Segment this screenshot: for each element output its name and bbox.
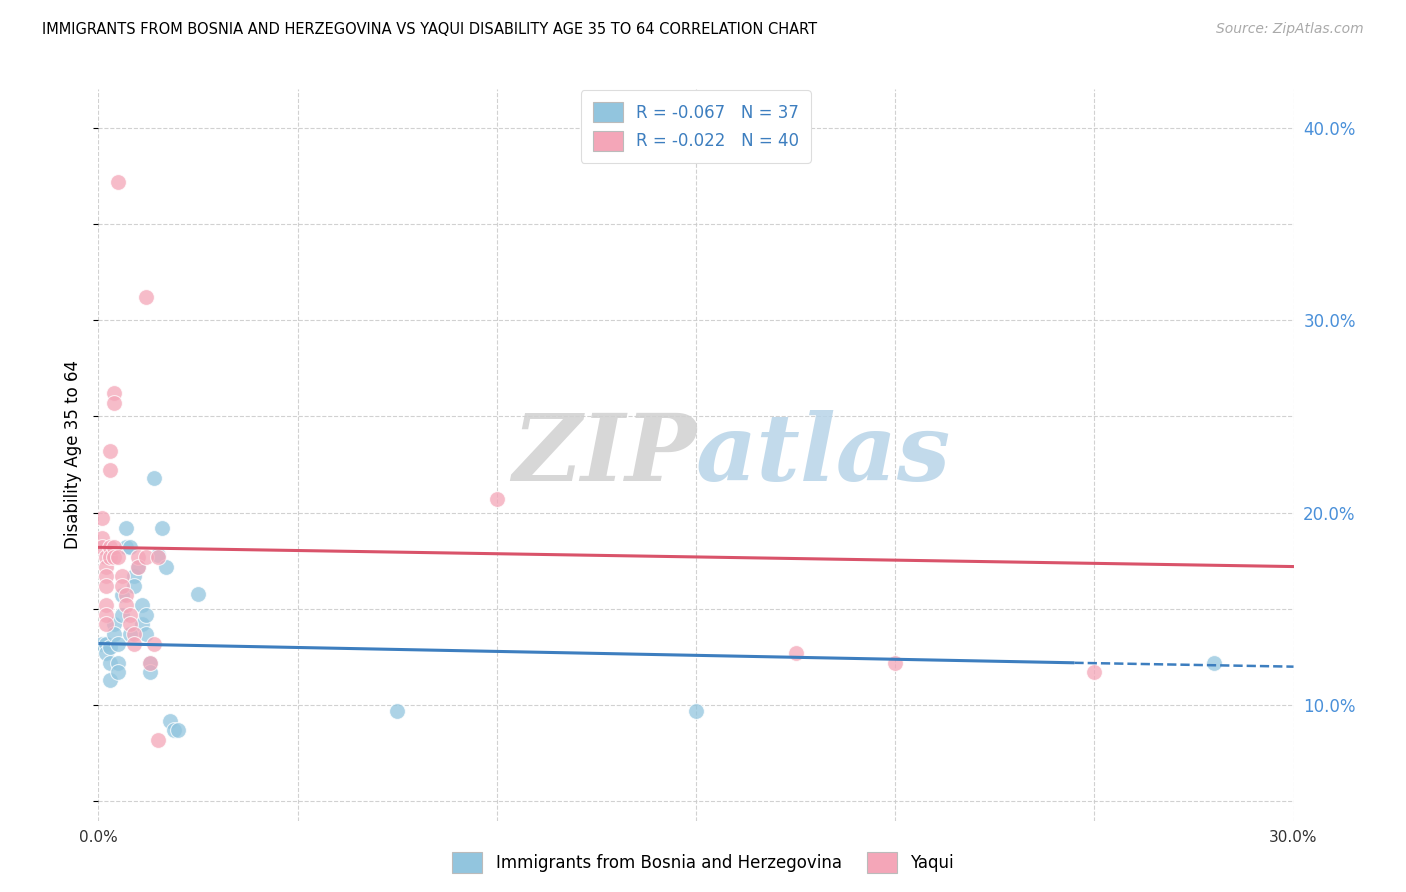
Text: ZIP: ZIP [512,410,696,500]
Point [91,541,114,555]
Text: Source: ZipAtlas.com: Source: ZipAtlas.com [1216,22,1364,37]
Point [96,646,118,660]
Point [124,569,146,583]
Point [884,656,907,670]
Point [100,444,122,458]
Point [96,607,118,622]
Point [1083,665,1105,680]
Legend: Immigrants from Bosnia and Herzegovina, Yaqui: Immigrants from Bosnia and Herzegovina, … [446,846,960,880]
Point [685,704,707,718]
Point [115,541,138,555]
Point [120,617,142,632]
Point [96,559,118,574]
Point [167,723,190,738]
Point [111,607,134,622]
Point [124,579,146,593]
Point [135,549,157,564]
Point [111,589,134,603]
Point [139,656,162,670]
Point [143,636,166,650]
Point [131,617,153,632]
Point [115,521,138,535]
Point [96,636,118,650]
Point [115,598,138,612]
Point [100,640,122,655]
Point [120,541,142,555]
Point [150,521,173,535]
Point [96,549,118,564]
Point [96,598,118,612]
Point [100,673,122,687]
Point [96,617,118,632]
Point [1202,656,1225,670]
Text: atlas: atlas [696,410,952,500]
Point [100,549,122,564]
Point [785,646,807,660]
Point [103,386,125,401]
Point [135,627,157,641]
Point [143,471,166,485]
Point [135,607,157,622]
Point [187,586,209,600]
Text: IMMIGRANTS FROM BOSNIA AND HERZEGOVINA VS YAQUI DISABILITY AGE 35 TO 64 CORRELAT: IMMIGRANTS FROM BOSNIA AND HERZEGOVINA V… [42,22,817,37]
Point [107,636,129,650]
Point [107,656,129,670]
Y-axis label: Disability Age 35 to 64: Disability Age 35 to 64 [65,360,83,549]
Point [485,492,508,507]
Point [127,559,149,574]
Point [100,541,122,555]
Point [155,559,177,574]
Point [139,656,162,670]
Point [127,559,149,574]
Point [107,175,129,189]
Point [107,665,129,680]
Point [163,723,186,738]
Point [115,589,138,603]
Point [131,598,153,612]
Point [91,636,114,650]
Point [103,627,125,641]
Point [148,548,170,562]
Legend: R = -0.067   N = 37, R = -0.022   N = 40: R = -0.067 N = 37, R = -0.022 N = 40 [581,90,811,162]
Point [103,549,125,564]
Point [127,549,149,564]
Point [124,636,146,650]
Point [385,704,409,718]
Point [91,511,114,525]
Point [100,656,122,670]
Point [135,290,157,304]
Point [107,549,129,564]
Point [103,617,125,632]
Point [120,627,142,641]
Point [111,579,134,593]
Point [159,714,181,728]
Point [96,569,118,583]
Point [96,579,118,593]
Point [91,531,114,545]
Point [100,463,122,477]
Point [103,396,125,410]
Point [103,541,125,555]
Point [139,665,162,680]
Point [148,549,170,564]
Point [120,607,142,622]
Point [111,569,134,583]
Point [148,732,170,747]
Point [124,627,146,641]
